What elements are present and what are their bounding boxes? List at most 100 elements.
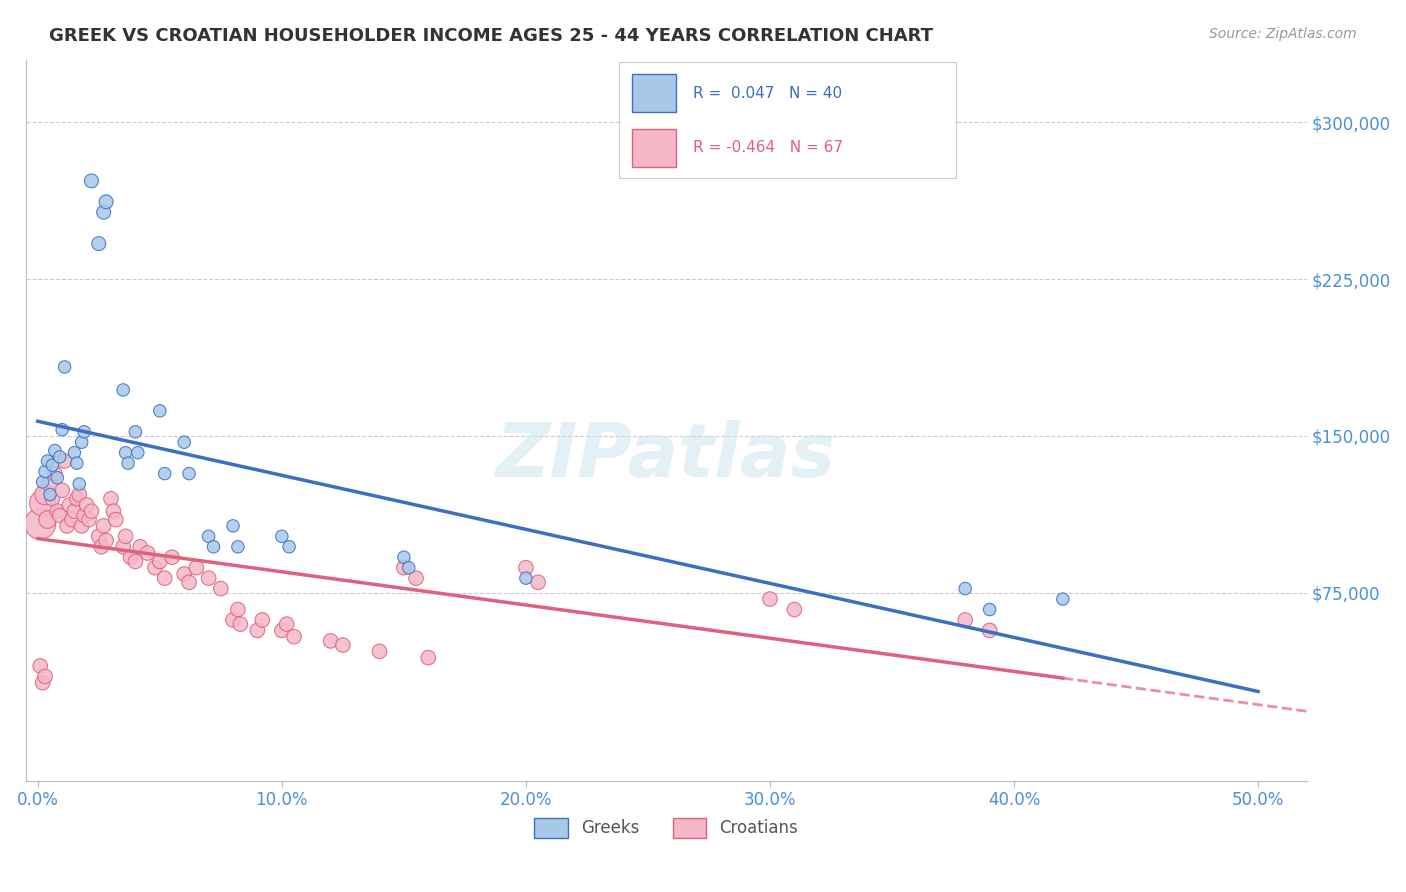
Point	[202, 540, 225, 554]
Point	[94, 194, 117, 209]
Point	[278, 540, 301, 554]
Point	[93, 205, 115, 219]
Point	[173, 435, 195, 450]
Point	[94, 533, 117, 548]
Text: ZIPatlas: ZIPatlas	[496, 420, 837, 493]
Point	[56, 519, 79, 533]
Point	[60, 513, 83, 527]
Point	[66, 491, 89, 506]
Point	[67, 477, 90, 491]
Point	[222, 613, 245, 627]
Point	[31, 475, 53, 489]
Point	[143, 560, 166, 574]
Point	[70, 519, 93, 533]
Point	[39, 487, 62, 501]
Point	[44, 443, 66, 458]
Point	[41, 491, 63, 506]
Point	[209, 582, 232, 596]
Bar	[633, 74, 676, 112]
Point	[34, 465, 56, 479]
Text: GREEK VS CROATIAN HOUSEHOLDER INCOME AGES 25 - 44 YEARS CORRELATION CHART: GREEK VS CROATIAN HOUSEHOLDER INCOME AGE…	[49, 27, 934, 45]
Point	[93, 519, 115, 533]
Point	[129, 540, 152, 554]
Point	[127, 446, 149, 460]
Point	[31, 675, 53, 690]
Point	[368, 644, 391, 658]
Point	[979, 624, 1001, 638]
Point	[418, 650, 440, 665]
Point	[80, 504, 103, 518]
Point	[76, 498, 98, 512]
Point	[1052, 592, 1074, 607]
Point	[246, 624, 269, 638]
Point	[173, 566, 195, 581]
Point	[53, 359, 76, 374]
Point	[527, 575, 550, 590]
Point	[953, 582, 976, 596]
Point	[405, 571, 427, 585]
Point	[197, 529, 219, 543]
Point	[44, 467, 66, 481]
Point	[46, 471, 69, 485]
Point	[73, 508, 96, 523]
Point	[252, 613, 274, 627]
Point	[392, 560, 415, 574]
Text: R =  0.047   N = 40: R = 0.047 N = 40	[693, 86, 842, 101]
Point	[80, 174, 103, 188]
Point	[114, 529, 136, 543]
Point	[177, 575, 200, 590]
Point	[515, 560, 537, 574]
Point	[63, 504, 86, 518]
Point	[46, 504, 69, 518]
Point	[67, 487, 90, 501]
Point	[104, 513, 127, 527]
Point	[153, 571, 176, 585]
Point	[58, 498, 80, 512]
Point	[100, 491, 122, 506]
Point	[229, 617, 252, 632]
Point	[63, 446, 86, 460]
Point	[53, 454, 76, 468]
Point	[136, 546, 159, 560]
Point	[37, 454, 59, 468]
Point	[34, 487, 56, 501]
Point	[186, 560, 208, 574]
Text: Source: ZipAtlas.com: Source: ZipAtlas.com	[1209, 27, 1357, 41]
Point	[48, 508, 70, 523]
Point	[276, 617, 298, 632]
Point	[124, 425, 146, 439]
Point	[70, 435, 93, 450]
Point	[30, 659, 52, 673]
Point	[90, 540, 112, 554]
Point	[112, 383, 135, 397]
Point	[979, 602, 1001, 616]
Point	[226, 602, 249, 616]
Point	[39, 477, 62, 491]
Point	[87, 529, 110, 543]
Point	[30, 516, 52, 531]
Point	[117, 456, 139, 470]
Point	[124, 554, 146, 568]
Point	[160, 550, 183, 565]
Point	[103, 504, 125, 518]
Point	[34, 669, 56, 683]
Point	[41, 458, 63, 473]
Point	[177, 467, 200, 481]
Point	[149, 404, 172, 418]
Point	[197, 571, 219, 585]
Point	[37, 513, 59, 527]
Point	[515, 571, 537, 585]
Point	[953, 613, 976, 627]
Point	[222, 519, 245, 533]
Point	[153, 467, 176, 481]
Point	[783, 602, 806, 616]
Text: R = -0.464   N = 67: R = -0.464 N = 67	[693, 140, 842, 155]
Point	[51, 423, 73, 437]
Point	[283, 630, 305, 644]
Point	[120, 550, 142, 565]
Bar	[633, 128, 676, 167]
Point	[149, 554, 172, 568]
Point	[319, 633, 342, 648]
Point	[48, 450, 70, 464]
Point	[73, 425, 96, 439]
